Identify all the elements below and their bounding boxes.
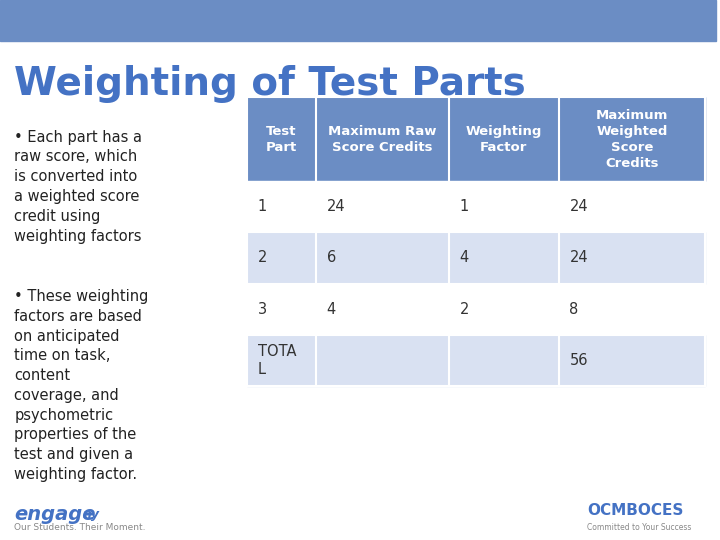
Text: 24: 24 — [570, 199, 588, 214]
Text: TOTA
L: TOTA L — [258, 345, 297, 377]
Text: Test
Part: Test Part — [266, 125, 297, 153]
Bar — [0, 0, 716, 40]
Bar — [449, 97, 559, 181]
Text: Committed to Your Success: Committed to Your Success — [588, 523, 691, 532]
Text: • These weighting
factors are based
on anticipated
time on task,
content
coverag: • These weighting factors are based on a… — [14, 289, 149, 482]
Text: 4: 4 — [459, 251, 469, 265]
Text: 4: 4 — [327, 302, 336, 316]
Text: 2: 2 — [258, 251, 267, 265]
Bar — [559, 97, 706, 181]
Text: Maximum Raw
Score Credits: Maximum Raw Score Credits — [328, 125, 436, 153]
Bar — [247, 284, 706, 335]
Text: 2: 2 — [459, 302, 469, 316]
Text: 1: 1 — [258, 199, 267, 214]
Bar — [247, 181, 706, 232]
Text: ny: ny — [82, 508, 99, 521]
Text: 8: 8 — [570, 302, 579, 316]
Text: 1: 1 — [459, 199, 469, 214]
Bar — [247, 97, 316, 181]
Text: OCMBOCES: OCMBOCES — [588, 503, 683, 518]
Text: 6: 6 — [327, 251, 336, 265]
Text: 24: 24 — [570, 251, 588, 265]
Text: 56: 56 — [570, 353, 588, 368]
Text: • Each part has a
raw score, which
is converted into
a weighted score
credit usi: • Each part has a raw score, which is co… — [14, 130, 143, 244]
Bar — [247, 335, 706, 386]
Text: engage: engage — [14, 505, 96, 524]
Bar — [247, 232, 706, 284]
Text: Our Students. Their Moment.: Our Students. Their Moment. — [14, 523, 146, 532]
Text: Maximum
Weighted
Score
Credits: Maximum Weighted Score Credits — [596, 109, 668, 170]
Text: Weighting
Factor: Weighting Factor — [466, 125, 542, 153]
Bar — [316, 97, 449, 181]
Text: 3: 3 — [258, 302, 267, 316]
Text: 24: 24 — [327, 199, 345, 214]
Text: Weighting of Test Parts: Weighting of Test Parts — [14, 65, 526, 103]
